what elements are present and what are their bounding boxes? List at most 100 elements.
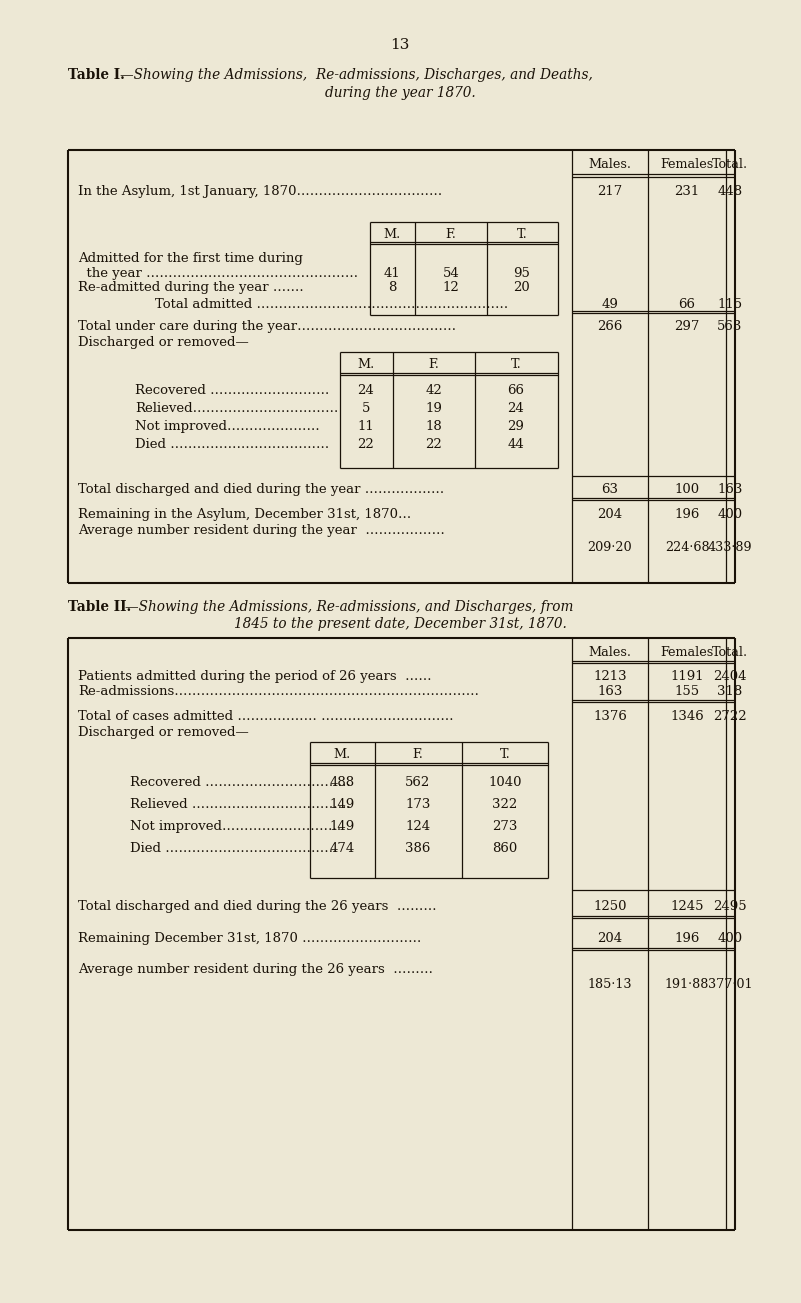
Text: Average number resident during the year  ………………: Average number resident during the year …	[78, 524, 445, 537]
Text: Total of cases admitted ……………… …………………………: Total of cases admitted ……………… …………………………	[78, 710, 453, 723]
Text: T.: T.	[517, 228, 527, 241]
Text: 448: 448	[718, 185, 743, 198]
Text: 100: 100	[674, 483, 699, 496]
Text: Not improved…………………: Not improved…………………	[135, 420, 320, 433]
Text: 155: 155	[674, 685, 699, 698]
Text: 24: 24	[357, 384, 374, 397]
Text: 13: 13	[390, 38, 409, 52]
Text: 12: 12	[443, 281, 460, 294]
Text: 563: 563	[718, 321, 743, 334]
Text: 217: 217	[598, 185, 622, 198]
Text: 5: 5	[362, 403, 370, 414]
Text: Patients admitted during the period of 26 years  ……: Patients admitted during the period of 2…	[78, 670, 432, 683]
Text: 400: 400	[718, 508, 743, 521]
Text: Discharged or removed—: Discharged or removed—	[78, 336, 249, 349]
Text: 322: 322	[493, 797, 517, 810]
Text: Recovered ………………………: Recovered ………………………	[135, 384, 329, 397]
Text: 8: 8	[388, 281, 396, 294]
Text: 1245: 1245	[670, 900, 704, 913]
Text: 204: 204	[598, 508, 622, 521]
Text: Total discharged and died during the year ………………: Total discharged and died during the yea…	[78, 483, 445, 496]
Text: Average number resident during the 26 years  ………: Average number resident during the 26 ye…	[78, 963, 433, 976]
Text: Total discharged and died during the 26 years  ………: Total discharged and died during the 26 …	[78, 900, 437, 913]
Text: 196: 196	[674, 932, 700, 945]
Text: 11: 11	[357, 420, 374, 433]
Text: T.: T.	[500, 748, 510, 761]
Text: Females: Females	[660, 646, 714, 659]
Text: 1213: 1213	[594, 670, 627, 683]
Text: Total.: Total.	[712, 158, 748, 171]
Text: Admitted for the first time during: Admitted for the first time during	[78, 251, 303, 265]
Text: M.: M.	[333, 748, 351, 761]
Text: 20: 20	[513, 281, 530, 294]
Text: the year …………………………………………: the year …………………………………………	[78, 267, 358, 280]
Text: 224·68: 224·68	[665, 541, 710, 554]
Text: F.: F.	[429, 358, 440, 371]
Text: Table I.: Table I.	[68, 68, 125, 82]
Text: Died ………………………………: Died ………………………………	[135, 438, 329, 451]
Text: Males.: Males.	[589, 158, 631, 171]
Text: 196: 196	[674, 508, 700, 521]
Text: Females: Females	[660, 158, 714, 171]
Text: 66: 66	[508, 384, 525, 397]
Text: Not improved………………………: Not improved………………………	[130, 820, 341, 833]
Text: 1250: 1250	[594, 900, 626, 913]
Text: 163: 163	[718, 483, 743, 496]
Text: 44: 44	[508, 438, 525, 451]
Text: 488: 488	[329, 777, 355, 790]
Text: 18: 18	[425, 420, 442, 433]
Text: 2722: 2722	[713, 710, 747, 723]
Text: Died …………………………………: Died …………………………………	[130, 842, 337, 855]
Text: 204: 204	[598, 932, 622, 945]
Text: 297: 297	[674, 321, 700, 334]
Text: —Showing the Admissions,  Re-admissions, Discharges, and Deaths,: —Showing the Admissions, Re-admissions, …	[120, 68, 593, 82]
Text: 19: 19	[425, 403, 442, 414]
Text: 29: 29	[508, 420, 525, 433]
Text: 163: 163	[598, 685, 622, 698]
Text: 433·89: 433·89	[708, 541, 752, 554]
Text: 1845 to the present date, December 31st, 1870.: 1845 to the present date, December 31st,…	[234, 618, 566, 631]
Text: 273: 273	[493, 820, 517, 833]
Text: Re-admissions……………………………………………………………: Re-admissions……………………………………………………………	[78, 685, 479, 698]
Text: 22: 22	[357, 438, 374, 451]
Text: 474: 474	[329, 842, 355, 855]
Text: 318: 318	[718, 685, 743, 698]
Text: Remaining December 31st, 1870 ………………………: Remaining December 31st, 1870 ………………………	[78, 932, 421, 945]
Text: 149: 149	[329, 820, 355, 833]
Text: —Showing the Admissions, Re-admissions, and Discharges, from: —Showing the Admissions, Re-admissions, …	[125, 599, 574, 614]
Text: 41: 41	[384, 267, 400, 280]
Text: 1191: 1191	[670, 670, 704, 683]
Text: 377·01: 377·01	[708, 979, 752, 992]
Text: 231: 231	[674, 185, 699, 198]
Text: during the year 1870.: during the year 1870.	[324, 86, 475, 100]
Text: 1040: 1040	[489, 777, 521, 790]
Text: In the Asylum, 1st January, 1870……………………………: In the Asylum, 1st January, 1870………………………	[78, 185, 442, 198]
Text: Recovered ……………………………: Recovered ……………………………	[130, 777, 351, 790]
Text: Table II.: Table II.	[68, 599, 131, 614]
Text: 149: 149	[329, 797, 355, 810]
Text: Total admitted …………………………………………………: Total admitted …………………………………………………	[155, 298, 509, 311]
Text: 63: 63	[602, 483, 618, 496]
Text: Total under care during the year………………………………: Total under care during the year………………………	[78, 321, 456, 334]
Text: 1376: 1376	[593, 710, 627, 723]
Text: 115: 115	[718, 298, 743, 311]
Text: Discharged or removed—: Discharged or removed—	[78, 726, 249, 739]
Text: Remaining in the Asylum, December 31st, 1870…: Remaining in the Asylum, December 31st, …	[78, 508, 411, 521]
Text: F.: F.	[413, 748, 424, 761]
Text: Relieved……………………………: Relieved……………………………	[135, 403, 338, 414]
Text: 42: 42	[425, 384, 442, 397]
Text: 54: 54	[443, 267, 460, 280]
Text: 860: 860	[493, 842, 517, 855]
Text: M.: M.	[384, 228, 400, 241]
Text: 386: 386	[405, 842, 431, 855]
Text: 2495: 2495	[713, 900, 747, 913]
Text: M.: M.	[357, 358, 375, 371]
Text: Relieved ………………………………: Relieved ………………………………	[130, 797, 351, 810]
Text: 173: 173	[405, 797, 431, 810]
Text: 400: 400	[718, 932, 743, 945]
Text: Total.: Total.	[712, 646, 748, 659]
Text: 185·13: 185·13	[588, 979, 632, 992]
Text: 49: 49	[602, 298, 618, 311]
Text: 95: 95	[513, 267, 530, 280]
Text: 22: 22	[425, 438, 442, 451]
